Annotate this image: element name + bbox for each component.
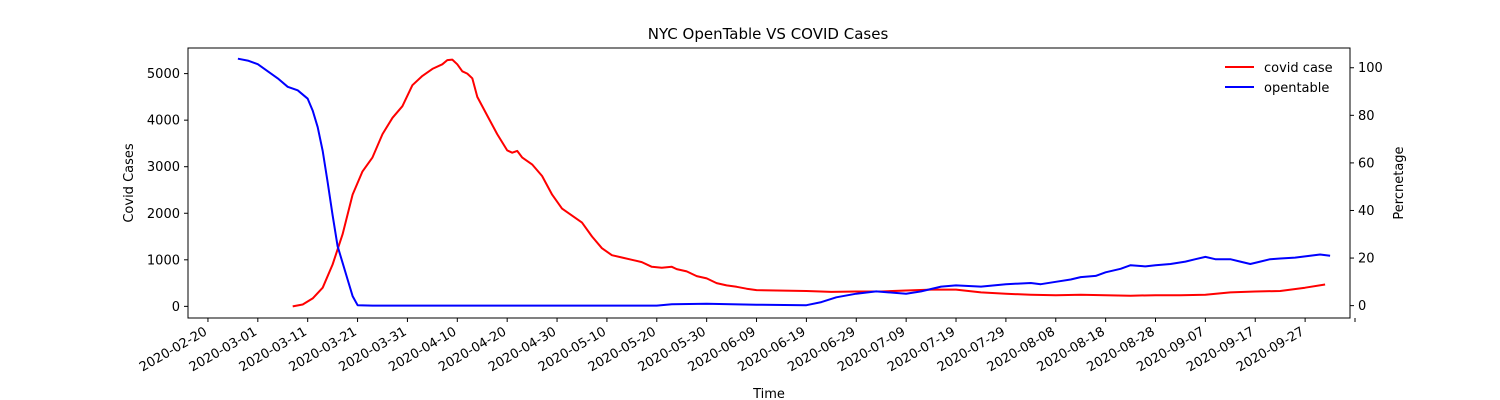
plot-frame	[187, 47, 1351, 319]
y-left-tick-label: 2000	[147, 207, 180, 222]
x-axis: 2020-02-202020-03-012020-03-112020-03-21…	[137, 318, 1356, 375]
y-axis-left-title: Covid Cases	[122, 143, 137, 223]
y-right-tick-label: 20	[1358, 252, 1375, 267]
legend-label-covid-case: covid case	[1264, 61, 1333, 76]
legend: covid case opentable	[1225, 61, 1333, 96]
y-axis-right: 0 20 40 60 80 100	[1350, 61, 1383, 314]
series-line-opentable	[237, 57, 1331, 307]
y-left-tick-label: 0	[172, 300, 180, 315]
y-left-tick-label: 1000	[147, 253, 180, 268]
y-right-tick-label: 0	[1358, 299, 1366, 314]
y-right-tick-label: 60	[1358, 156, 1375, 171]
chart-title: NYC OpenTable VS COVID Cases	[648, 25, 889, 43]
y-right-tick-label: 100	[1358, 61, 1383, 76]
y-axis-right-title: Percnetage	[1392, 146, 1407, 219]
y-axis-left: 0 1000 2000 3000 4000 5000	[147, 67, 188, 315]
y-right-tick-label: 80	[1358, 109, 1375, 124]
series-line-covid-case	[292, 58, 1326, 308]
y-left-tick-label: 5000	[147, 67, 180, 82]
y-left-tick-label: 4000	[147, 114, 180, 129]
y-left-tick-label: 3000	[147, 160, 180, 175]
legend-label-opentable: opentable	[1264, 81, 1329, 96]
x-axis-title: Time	[752, 387, 785, 400]
y-right-tick-label: 40	[1358, 204, 1375, 219]
plot-area	[237, 57, 1331, 308]
